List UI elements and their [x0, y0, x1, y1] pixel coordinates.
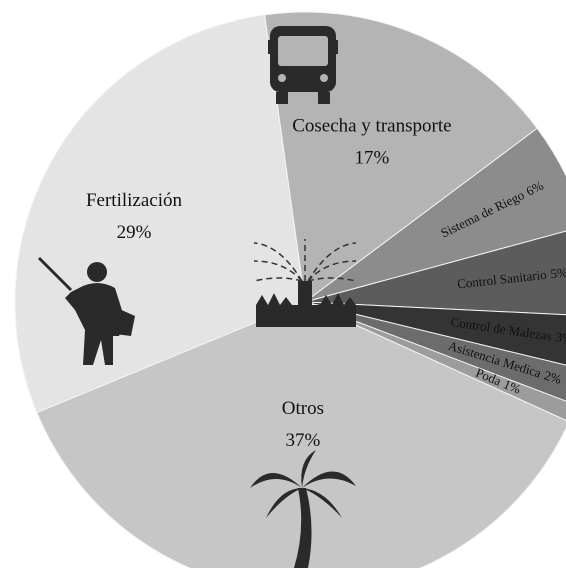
slice-label: Otros	[282, 398, 324, 419]
sprinkler-icon	[253, 239, 357, 327]
value-label: 5%	[550, 264, 566, 281]
value-label: 17%	[354, 148, 389, 169]
slice-label: Fertilización	[86, 190, 183, 211]
palm-icon	[250, 450, 356, 568]
pie	[14, 11, 566, 568]
pie-slice	[36, 301, 566, 568]
value-label: 2%	[542, 367, 563, 387]
value-label: 37%	[285, 430, 320, 451]
slice-label: Cosecha y transporte	[292, 116, 451, 137]
value-label: 1%	[501, 376, 523, 397]
bus-icon	[268, 26, 338, 104]
value-label: 3%	[555, 329, 566, 346]
worker-icon	[37, 256, 135, 365]
icons	[37, 26, 357, 568]
value-label: 6%	[524, 178, 546, 199]
value-label: 29%	[117, 222, 152, 243]
pie-slice	[304, 230, 566, 316]
